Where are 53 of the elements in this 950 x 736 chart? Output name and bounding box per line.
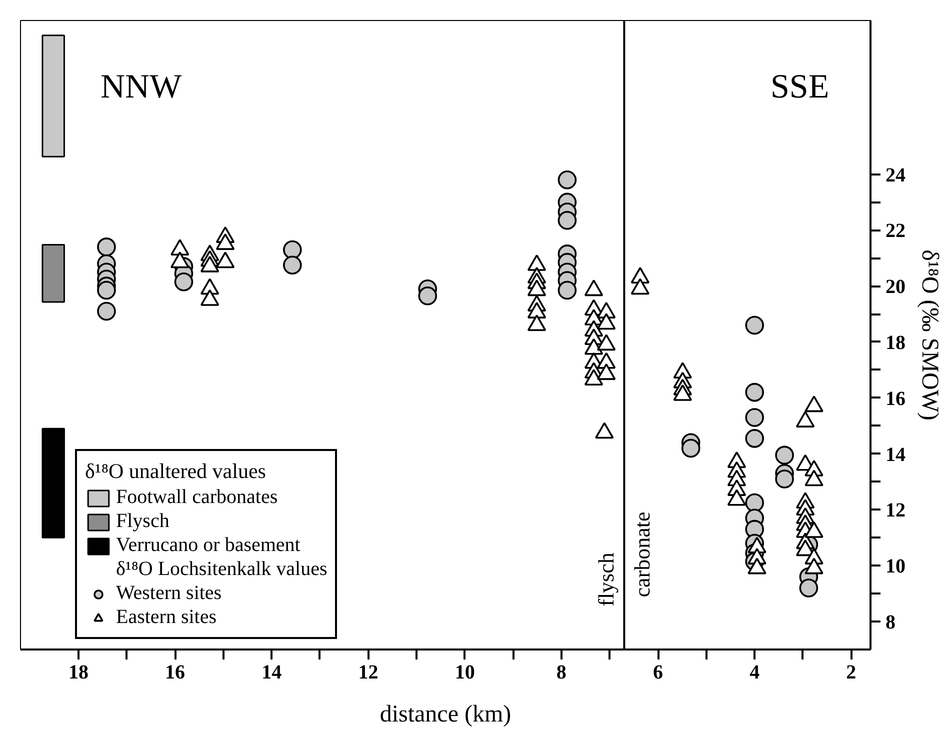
- point: [799, 578, 818, 598]
- x-tick-label: 18: [68, 662, 88, 684]
- x-tick-label: 16: [165, 662, 186, 684]
- point: [97, 302, 116, 321]
- legend-label: Flysch: [116, 510, 170, 533]
- point: [745, 408, 764, 427]
- point: [558, 211, 577, 230]
- annotation: δ¹⁸O Lochsitenkalk values: [116, 558, 328, 581]
- point: [745, 382, 764, 402]
- bar: [42, 244, 65, 303]
- annotation: NNW: [100, 68, 183, 106]
- point: [174, 272, 194, 292]
- annotation: flysch: [594, 552, 619, 606]
- x-tick-label: 4: [750, 662, 760, 684]
- x-tick-label: 6: [653, 662, 663, 684]
- x-tick-label: 12: [358, 662, 378, 684]
- y-axis-title: δ¹⁸O (‰ SMOW): [916, 250, 942, 420]
- legend-title: δ¹⁸O unaltered values: [85, 459, 267, 484]
- legend-label: Western sites: [116, 582, 222, 605]
- annotation: carbonate: [630, 512, 655, 598]
- x-tick-label: 2: [846, 662, 856, 684]
- x-tick-label: 8: [556, 662, 566, 684]
- y-tick-label: 20: [886, 276, 906, 298]
- point: [558, 280, 577, 300]
- point: [775, 446, 794, 465]
- point: [283, 240, 302, 260]
- y-tick-label: 18: [886, 332, 906, 354]
- annotation: SSE: [770, 68, 830, 106]
- point: [745, 429, 764, 448]
- legend-label: Verrucano or basement: [116, 534, 300, 557]
- bar: [42, 428, 65, 538]
- point: [745, 316, 764, 335]
- point: [418, 286, 438, 306]
- point: [97, 280, 116, 300]
- y-tick-label: 8: [886, 612, 896, 634]
- point: [558, 170, 577, 190]
- point: [775, 470, 794, 488]
- legend-label: Eastern sites: [116, 606, 217, 629]
- y-tick-label: 12: [886, 500, 906, 522]
- bar: [42, 34, 65, 158]
- x-axis-title: distance (km): [380, 702, 512, 728]
- point: [681, 438, 700, 458]
- y-tick-label: 16: [886, 388, 906, 410]
- legend-label: Footwall carbonates: [116, 486, 278, 509]
- point: [745, 493, 764, 512]
- point: [97, 238, 116, 256]
- y-tick-label: 22: [886, 220, 906, 242]
- y-tick-label: 10: [886, 556, 906, 578]
- y-tick-label: 14: [886, 444, 906, 466]
- point: [283, 256, 302, 274]
- y-tick-label: 24: [886, 164, 906, 186]
- x-tick-label: 10: [454, 662, 475, 684]
- x-tick-label: 14: [262, 662, 282, 684]
